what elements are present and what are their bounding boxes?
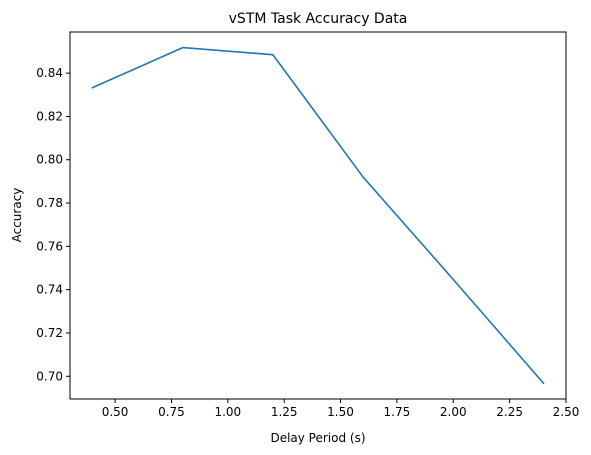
y-tick-label: 0.84 <box>36 66 63 80</box>
y-tick-label: 0.82 <box>36 109 63 123</box>
x-tick-label: 0.50 <box>102 405 129 419</box>
x-tick-label: 2.50 <box>553 405 580 419</box>
x-tick-label: 2.25 <box>496 405 523 419</box>
y-tick-label: 0.74 <box>36 283 63 297</box>
x-axis-label: Delay Period (s) <box>270 431 365 445</box>
series-line <box>91 46 545 385</box>
y-axis-label: Accuracy <box>10 188 24 243</box>
y-tick-label: 0.76 <box>36 239 63 253</box>
x-axis: 0.50 0.75 1.00 1.25 1.50 1.75 2.00 2.25 2.50 <box>102 399 580 419</box>
y-tick-label: 0.78 <box>36 196 63 210</box>
y-tick-label: 0.70 <box>36 369 63 383</box>
x-tick-label: 0.75 <box>158 405 185 419</box>
x-tick-label: 1.75 <box>384 405 411 419</box>
y-tick-label: 0.72 <box>36 326 63 340</box>
x-tick-label: 1.50 <box>327 405 354 419</box>
y-axis: 0.70 0.72 0.74 0.76 0.78 0.80 0.82 0.84 <box>36 66 70 383</box>
y-tick-label: 0.80 <box>36 153 63 167</box>
plot-area <box>70 32 566 399</box>
plot-frame <box>69 31 567 400</box>
x-tick-label: 2.00 <box>440 405 467 419</box>
x-tick-label: 1.25 <box>271 405 298 419</box>
series-group <box>91 46 545 385</box>
x-tick-label: 1.00 <box>214 405 241 419</box>
chart-title: vSTM Task Accuracy Data <box>229 11 408 27</box>
